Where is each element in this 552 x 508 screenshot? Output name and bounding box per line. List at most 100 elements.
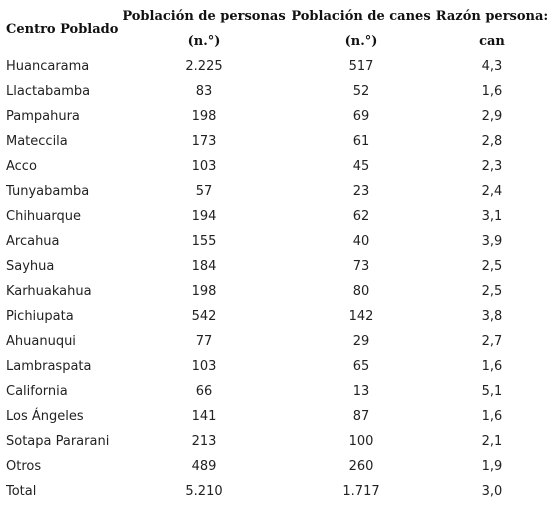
cell-poblacion-canes: 73 xyxy=(352,259,370,274)
cell-poblacion-personas: 83 xyxy=(195,84,213,99)
cell-razon: 1,6 xyxy=(481,409,503,424)
table-body: Huancarama 2.225 517 4,3 Llactabamba 83 52 1,6 P… xyxy=(2,54,550,504)
cell-razon: 2,5 xyxy=(481,284,503,299)
cell-poblacion-personas: 103 xyxy=(191,359,217,374)
cell-poblacion-canes: 61 xyxy=(352,134,370,149)
cell-centro-poblado: Karhuakahua xyxy=(6,284,92,299)
cell-centro-poblado: Llactabamba xyxy=(6,84,91,99)
cell-centro-poblado: Pampahura xyxy=(6,109,80,124)
table-row: Ahuanuqui 77 29 2,7 xyxy=(2,329,550,354)
cell-razon: 3,9 xyxy=(481,234,503,249)
cell-poblacion-personas: 213 xyxy=(191,434,217,449)
table-header: Centro Poblado Población de personas Pob… xyxy=(2,0,550,54)
table-row: Los Ángeles 141 87 1,6 xyxy=(2,404,550,429)
table-row: Karhuakahua 198 80 2,5 xyxy=(2,279,550,304)
table-row: Lambraspata 103 65 1,6 xyxy=(2,354,550,379)
cell-poblacion-canes: 13 xyxy=(352,384,370,399)
cell-razon: 2,4 xyxy=(481,184,503,199)
header-centro-poblado: Centro Poblado xyxy=(6,21,119,37)
header-poblacion-personas: Población de personas xyxy=(122,9,286,24)
table-row: Arcahua 155 40 3,9 xyxy=(2,229,550,254)
cell-poblacion-canes: 80 xyxy=(352,284,370,299)
cell-poblacion-canes: 62 xyxy=(352,209,370,224)
table-row: Chihuarque 194 62 3,1 xyxy=(2,204,550,229)
cell-razon: 4,3 xyxy=(481,59,503,74)
table-row: Otros 489 260 1,9 xyxy=(2,454,550,479)
cell-poblacion-canes: 142 xyxy=(348,309,374,324)
cell-poblacion-canes: 52 xyxy=(352,84,370,99)
cell-razon: 3,0 xyxy=(481,484,503,499)
cell-razon: 1,6 xyxy=(481,84,503,99)
cell-poblacion-personas: 184 xyxy=(191,259,217,274)
cell-centro-poblado: Huancarama xyxy=(6,59,90,74)
cell-centro-poblado: Los Ángeles xyxy=(6,409,84,424)
cell-razon: 2,5 xyxy=(481,259,503,274)
cell-poblacion-canes: 69 xyxy=(352,109,370,124)
table-row: Sayhua 184 73 2,5 xyxy=(2,254,550,279)
cell-razon: 2,1 xyxy=(481,434,503,449)
cell-razon: 2,9 xyxy=(481,109,503,124)
header-razon-unit: can xyxy=(479,34,505,49)
cell-poblacion-personas: 66 xyxy=(195,384,213,399)
cell-razon: 5,1 xyxy=(481,384,503,399)
cell-centro-poblado: Sayhua xyxy=(6,259,55,274)
cell-poblacion-personas: 198 xyxy=(191,109,217,124)
cell-poblacion-canes: 260 xyxy=(348,459,374,474)
cell-centro-poblado: Ahuanuqui xyxy=(6,334,76,349)
table-row: Llactabamba 83 52 1,6 xyxy=(2,79,550,104)
cell-poblacion-personas: 103 xyxy=(191,159,217,174)
table-row: Tunyabamba 57 23 2,4 xyxy=(2,179,550,204)
cell-razon: 1,9 xyxy=(481,459,503,474)
cell-poblacion-personas: 198 xyxy=(191,284,217,299)
cell-poblacion-canes: 45 xyxy=(352,159,370,174)
cell-razon: 3,1 xyxy=(481,209,503,224)
cell-razon: 2,7 xyxy=(481,334,503,349)
cell-centro-poblado: Pichiupata xyxy=(6,309,74,324)
cell-poblacion-canes: 23 xyxy=(352,184,370,199)
cell-centro-poblado: Tunyabamba xyxy=(6,184,90,199)
table-row: Huancarama 2.225 517 4,3 xyxy=(2,54,550,79)
header-poblacion-canes: Población de canes xyxy=(291,9,431,24)
header-razon: Razón persona: xyxy=(435,9,549,24)
header-personas-unit: (n.°) xyxy=(187,34,221,49)
cell-centro-poblado: Lambraspata xyxy=(6,359,92,374)
cell-poblacion-canes: 40 xyxy=(352,234,370,249)
header-canes-unit: (n.°) xyxy=(344,34,378,49)
cell-centro-poblado: Chihuarque xyxy=(6,209,81,224)
cell-poblacion-personas: 77 xyxy=(195,334,213,349)
cell-centro-poblado: Mateccila xyxy=(6,134,68,149)
cell-centro-poblado: Acco xyxy=(6,159,37,174)
cell-poblacion-personas: 155 xyxy=(191,234,217,249)
cell-poblacion-personas: 194 xyxy=(191,209,217,224)
cell-centro-poblado: Total xyxy=(6,484,37,499)
cell-poblacion-canes: 1.717 xyxy=(342,484,380,499)
cell-poblacion-personas: 5.210 xyxy=(185,484,223,499)
cell-centro-poblado: Sotapa Pararani xyxy=(6,434,110,449)
table-row: Pichiupata 542 142 3,8 xyxy=(2,304,550,329)
cell-poblacion-personas: 542 xyxy=(191,309,217,324)
cell-poblacion-personas: 173 xyxy=(191,134,217,149)
cell-razon: 1,6 xyxy=(481,359,503,374)
cell-poblacion-personas: 141 xyxy=(191,409,217,424)
cell-centro-poblado: Arcahua xyxy=(6,234,60,249)
cell-razon: 2,8 xyxy=(481,134,503,149)
cell-poblacion-canes: 517 xyxy=(348,59,374,74)
table-row: Pampahura 198 69 2,9 xyxy=(2,104,550,129)
table-row: California 66 13 5,1 xyxy=(2,379,550,404)
cell-poblacion-personas: 2.225 xyxy=(185,59,223,74)
table-row: Sotapa Pararani 213 100 2,1 xyxy=(2,429,550,454)
table-row: Acco 103 45 2,3 xyxy=(2,154,550,179)
cell-poblacion-personas: 57 xyxy=(195,184,213,199)
cell-poblacion-canes: 87 xyxy=(352,409,370,424)
table-row: Total 5.210 1.717 3,0 xyxy=(2,479,550,504)
cell-centro-poblado: Otros xyxy=(6,459,42,474)
header-row-1: Centro Poblado Población de personas Pob… xyxy=(2,0,550,37)
cell-razon: 2,3 xyxy=(481,159,503,174)
header-row-2: (n.°) (n.°) can xyxy=(2,29,550,54)
cell-poblacion-canes: 100 xyxy=(348,434,374,449)
cell-razon: 3,8 xyxy=(481,309,503,324)
table-row: Mateccila 173 61 2,8 xyxy=(2,129,550,154)
cell-centro-poblado: California xyxy=(6,384,68,399)
